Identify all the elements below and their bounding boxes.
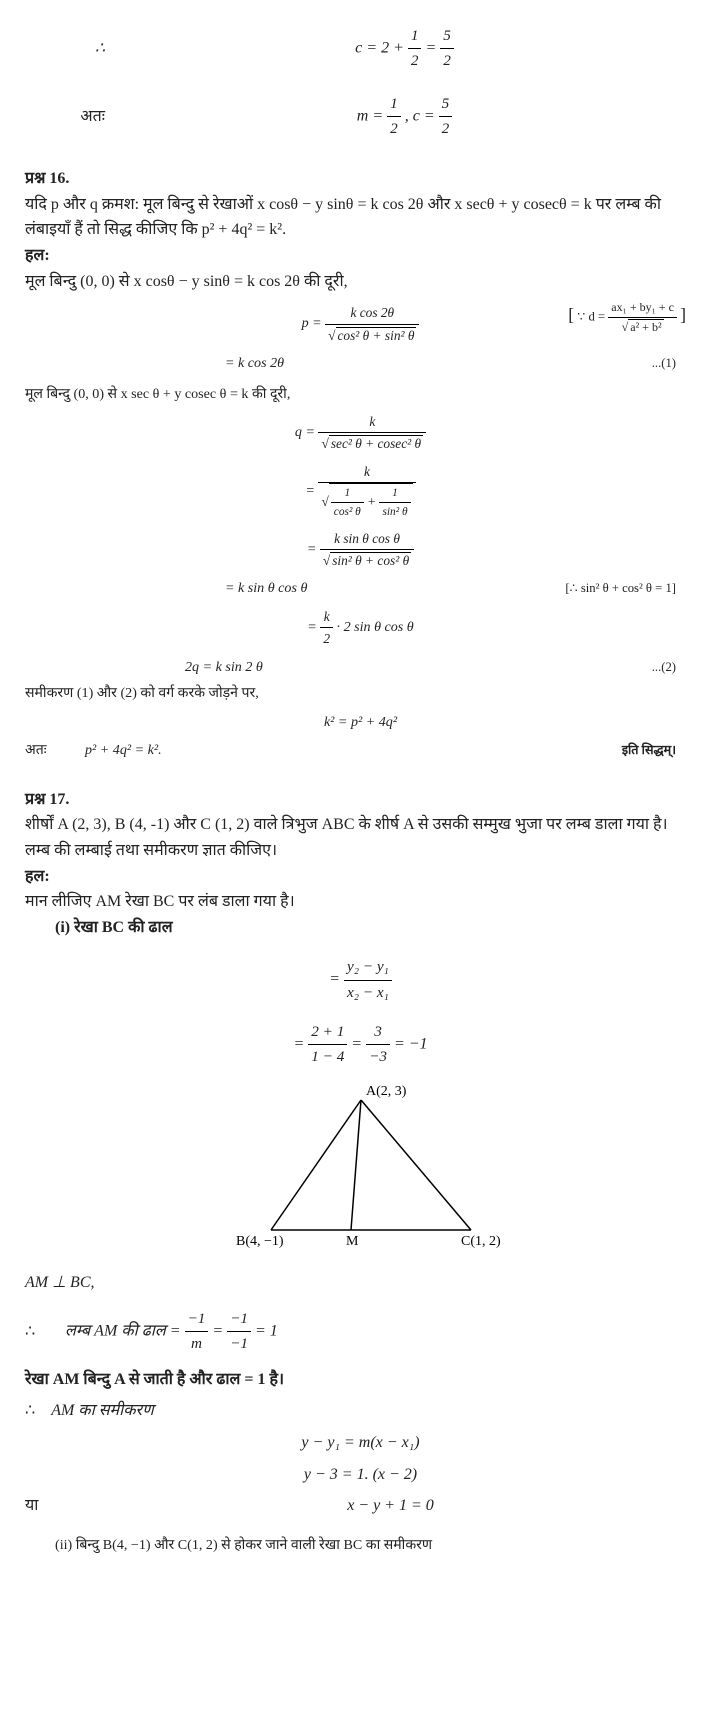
vertex-c: C(1, 2) xyxy=(461,1234,501,1249)
vertex-m: M xyxy=(346,1234,359,1249)
intro-eq1: ∴ c = 2 + 12 = 52 xyxy=(25,24,696,74)
perp-statement: AM ⊥ BC, xyxy=(25,1270,696,1296)
slope-formula: = y₂ − y₁x₂ − x₁ xyxy=(25,955,696,1005)
q16-statement: यदि p और q क्रमश: मूल बिन्दु से रेखाओं x… xyxy=(25,192,696,243)
frac-half: 12 xyxy=(408,24,422,74)
q-result2: = k2 · 2 sin θ cos θ xyxy=(25,606,696,650)
q17-hal: हल: xyxy=(25,864,696,890)
q16-hal: हल: xyxy=(25,243,696,269)
two-q: 2q = k sin 2 θ ...(2) xyxy=(25,656,696,679)
intro-eq2: अतः m = 12 , c = 52 xyxy=(25,92,696,142)
c-var: c xyxy=(355,39,362,56)
q17-line5: ∴ AM का समीकरण xyxy=(25,1398,696,1424)
q16-line1: मूल बिन्दु (0, 0) से x cosθ − y sinθ = k… xyxy=(25,269,696,295)
frac-five-half: 52 xyxy=(440,24,454,74)
q-eq2: = k √ 1cos² θ + 1sin² θ xyxy=(25,461,696,522)
atah-label: अतः xyxy=(25,104,113,130)
distance-formula-note: [ ∵ d = ax₁ + by₁ + c√a² + b² ] xyxy=(568,298,686,338)
vertex-b: B(4, −1) xyxy=(236,1234,284,1249)
eq-final: या x − y + 1 = 0 xyxy=(25,1493,696,1519)
slope-calc: = 2 + 11 − 4 = 3−3 = −1 xyxy=(25,1020,696,1070)
eq-sub: y − 3 = 1. (x − 2) xyxy=(25,1462,696,1488)
q17-heading: प्रश्न 17. xyxy=(25,787,696,813)
q17-line4: रेखा AM बिन्दु A से जाती है और ढाल = 1 ह… xyxy=(25,1367,696,1393)
eq-form: y − y₁ = m(x − x₁) xyxy=(25,1430,696,1456)
triangle-diagram: A(2, 3) B(4, −1) M C(1, 2) xyxy=(201,1080,521,1260)
q17-part-ii: (ii) बिन्दु B(4, −1) और C(1, 2) से होकर … xyxy=(55,1534,696,1557)
q-eq3: = k sin θ cos θ√sin² θ + cos² θ xyxy=(25,528,696,572)
q-eq1: q = k√sec² θ + cosec² θ xyxy=(25,411,696,455)
k2-eq: k² = p² + 4q² xyxy=(25,711,696,734)
am-slope: ∴ लम्ब AM की ढाल = −1m = −1−1 = 1 xyxy=(25,1307,696,1357)
q-result1: = k sin θ cos θ [∴ sin² θ + cos² θ = 1] xyxy=(25,577,696,600)
q17-assume: मान लीजिए AM रेखा BC पर लंब डाला गया है। xyxy=(25,889,696,915)
q17-part-i: (i) रेखा BC की ढाल xyxy=(55,915,696,941)
therefore-symbol: ∴ xyxy=(25,36,113,62)
q17-statement: शीर्षों A (2, 3), B (4, -1) और C (1, 2) … xyxy=(25,812,696,863)
q16-heading: प्रश्न 16. xyxy=(25,166,696,192)
q16-final: अतः p² + 4q² = k². इति सिद्धम्। xyxy=(25,739,696,762)
p-result: = k cos 2θ ...(1) xyxy=(25,352,696,375)
q16-line2: मूल बिन्दु (0, 0) से x sec θ + y cosec θ… xyxy=(25,383,696,406)
q16-line3: समीकरण (1) और (2) को वर्ग करके जोड़ने पर… xyxy=(25,682,696,705)
vertex-a: A(2, 3) xyxy=(366,1084,407,1099)
